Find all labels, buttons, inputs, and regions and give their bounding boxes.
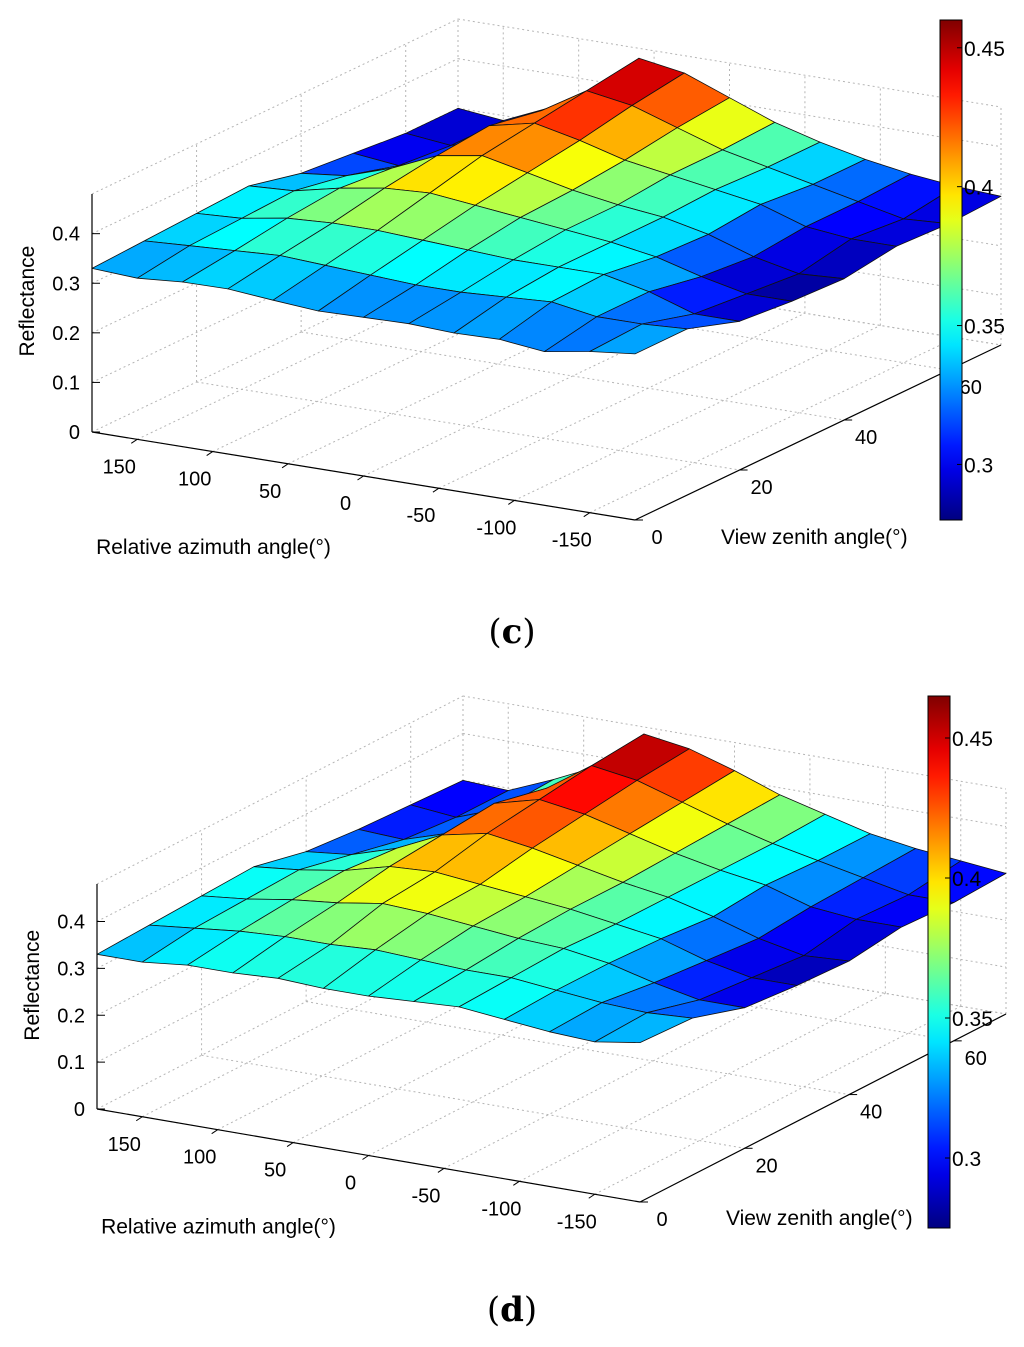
z-axis-label: Reflectance — [21, 930, 44, 1041]
x-tick-label: -50 — [406, 505, 435, 527]
y-tick-label: 0 — [656, 1209, 667, 1231]
x-tick-label: 150 — [108, 1134, 141, 1156]
surface — [96, 733, 1007, 1044]
x-tick-label: 0 — [345, 1173, 356, 1195]
panel-caption-d: (d) — [486, 1290, 538, 1330]
surface-chart-c: 0 0.1 0.2 0.3 0.4 150 100 50 0 -50 -100 -150 0 20 40 60… — [16, 18, 1005, 559]
x-tick-label: -100 — [476, 517, 516, 539]
x-tick-label: 100 — [178, 469, 211, 491]
colorbar-tick-label: 0.45 — [952, 728, 993, 751]
z-tick-label: 0.1 — [52, 372, 80, 394]
y-tick-label: 60 — [965, 1048, 987, 1070]
z-tick-label: 0.2 — [52, 323, 80, 345]
y-axis-label: View zenith angle(°) — [726, 1207, 913, 1230]
colorbar-tick-label: 0.3 — [952, 1148, 981, 1171]
z-tick-label: 0.4 — [57, 912, 85, 934]
z-tick-label: 0.3 — [52, 273, 80, 295]
y-axis-line — [639, 1013, 1007, 1203]
colorbar-gradient — [939, 19, 963, 521]
z-tick-label: 0 — [69, 422, 80, 444]
y-tick-label: 40 — [855, 427, 877, 449]
x-tick-label: 0 — [340, 493, 351, 515]
surface — [91, 57, 1002, 355]
colorbar-tick-label: 0.4 — [952, 868, 982, 891]
colorbar-tick-label: 0.35 — [964, 316, 1005, 339]
x-tick-label: 150 — [103, 456, 136, 478]
colorbar: 0.3 0.35 0.4 0.45 — [939, 19, 1005, 521]
z-tick-label: 0.1 — [57, 1052, 85, 1074]
z-tick-label: 0 — [74, 1099, 85, 1121]
colorbar-tick-label: 0.45 — [964, 38, 1005, 61]
x-tick-label: -150 — [557, 1211, 597, 1233]
panel-caption-c: (c) — [488, 612, 536, 652]
x-axis-label: Relative azimuth angle(°) — [101, 1216, 336, 1239]
colorbar-tick-label: 0.4 — [964, 177, 994, 200]
panel-label-d: d — [500, 1290, 524, 1330]
x-tick-label: -50 — [411, 1185, 440, 1207]
x-tick-label: 50 — [264, 1160, 286, 1182]
chart-panel-c: 0 0.1 0.2 0.3 0.4 150 100 50 0 -50 -100 -150 0 20 40 60… — [0, 0, 1024, 600]
y-tick-label: 0 — [651, 527, 662, 549]
surface-chart-d: 0 0.1 0.2 0.3 0.4 150 100 50 0 -50 -100 -150 0 20 40 60… — [21, 695, 1007, 1239]
x-tick-label: -150 — [552, 530, 592, 552]
x-tick-label: 100 — [183, 1147, 216, 1169]
surface-face — [594, 1012, 693, 1044]
y-tick-label: 40 — [860, 1102, 882, 1124]
chart-panel-d: 0 0.1 0.2 0.3 0.4 150 100 50 0 -50 -100 -150 0 20 40 60… — [0, 668, 1024, 1278]
panel-label-c: c — [501, 612, 523, 652]
colorbar: 0.3 0.35 0.4 0.45 — [927, 695, 993, 1229]
y-tick-label: 60 — [960, 377, 982, 399]
z-axis-label: Reflectance — [16, 246, 39, 357]
surface-face — [589, 323, 688, 355]
z-tick-label: 0.3 — [57, 958, 85, 980]
x-axis-label: Relative azimuth angle(°) — [96, 536, 331, 559]
y-tick-label: 20 — [750, 477, 772, 499]
colorbar-tick-label: 0.3 — [964, 454, 993, 477]
z-tick-label: 0.4 — [52, 224, 80, 246]
z-tick-label: 0.2 — [57, 1005, 85, 1027]
colorbar-tick-label: 0.35 — [952, 1008, 993, 1031]
x-tick-label: 50 — [259, 481, 281, 503]
y-tick-label: 20 — [755, 1155, 777, 1177]
x-tick-label: -100 — [481, 1198, 521, 1220]
colorbar-gradient — [927, 695, 951, 1229]
y-axis-label: View zenith angle(°) — [721, 526, 908, 549]
axes: 0 0.1 0.2 0.3 0.4 150 100 50 0 -50 -100 -150 0 20 40 60 — [52, 194, 1002, 552]
